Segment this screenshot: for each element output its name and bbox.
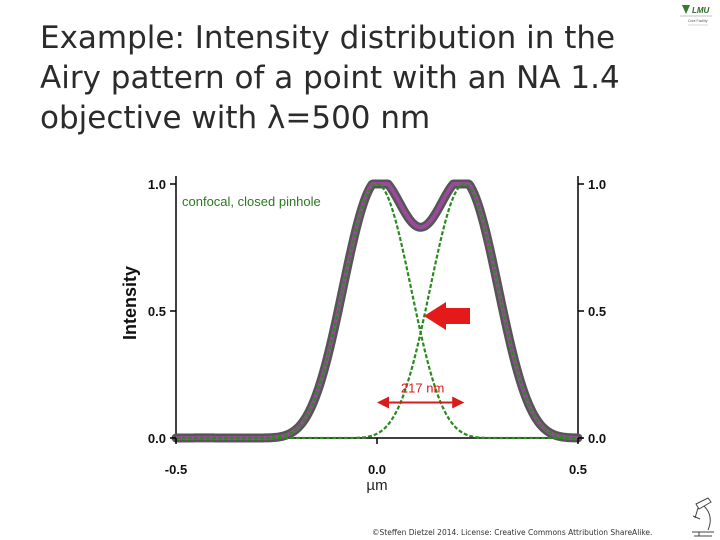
x-axis-label: µm xyxy=(366,477,387,494)
y-tick-label-left: 1.0 xyxy=(148,177,166,192)
separation-arrowhead-right xyxy=(452,396,465,409)
slide-title: Example: Intensity distribution in the A… xyxy=(40,20,620,136)
x-tick-label: 0.0 xyxy=(368,462,386,477)
y-tick-label-right: 0.0 xyxy=(588,431,606,446)
sum-curve-outline xyxy=(171,179,583,443)
curve-label: confocal, closed pinhole xyxy=(182,194,321,209)
psf-curve-left xyxy=(176,182,578,440)
y-tick-label-right: 0.5 xyxy=(588,304,606,319)
y-tick-label-left: 0.0 xyxy=(148,431,166,446)
logo-caption: Core Facility xyxy=(688,19,708,23)
copyright-footer: ©Steffen Dietzel 2014. License: Creative… xyxy=(372,528,653,537)
svg-text:LMU: LMU xyxy=(692,6,710,15)
x-tick-label: 0.5 xyxy=(569,462,587,477)
separation-arrowhead-left xyxy=(377,396,389,409)
y-tick-label-right: 1.0 xyxy=(588,177,606,192)
microscope-icon xyxy=(692,497,714,537)
sum-curve xyxy=(175,182,579,440)
y-tick-label-left: 0.5 xyxy=(148,304,166,319)
psf-curve-right xyxy=(176,182,579,440)
y-axis-label: Intensity xyxy=(120,266,140,340)
x-tick-label: -0.5 xyxy=(165,462,187,477)
separation-label: 217 nm xyxy=(401,380,444,395)
dip-arrow xyxy=(424,302,470,330)
lmu-logo: LMU Core Facility xyxy=(680,5,712,26)
